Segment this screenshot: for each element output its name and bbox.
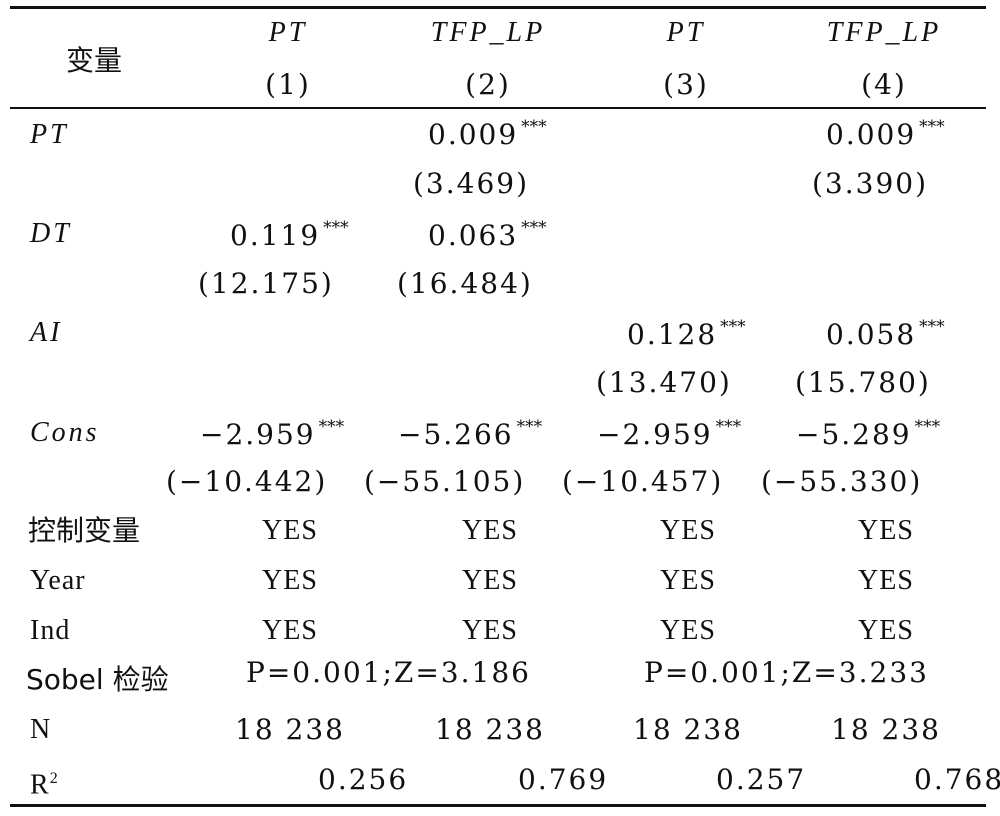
ai-coef-col3: 0.128 *** — [627, 317, 746, 351]
header-rule — [10, 107, 986, 109]
year-col2: YES — [462, 565, 518, 596]
ai-tstat-col3: (13.470) — [596, 366, 732, 399]
dt-coef-col2: 0.063 *** — [428, 218, 547, 252]
n-col3: 18 238 — [633, 713, 743, 746]
n-col1: 18 238 — [235, 713, 345, 746]
col1-number: (1) — [265, 68, 311, 101]
sobel-cols-1-2: P=0.001;Z=3.186 — [246, 656, 531, 689]
ind-col4: YES — [858, 615, 914, 646]
r2-col3: 0.257 — [716, 763, 807, 796]
year-col3: YES — [660, 565, 716, 596]
controls-col4: YES — [858, 515, 914, 546]
row-label-ai: AI — [30, 317, 63, 348]
controls-col3: YES — [660, 515, 716, 546]
cons-tstat-col4: (−55.330) — [761, 465, 923, 498]
col1-name: PT — [268, 17, 308, 48]
ai-coef-col4: 0.058 *** — [826, 317, 945, 351]
cons-coef-col4: −5.289 *** — [796, 417, 941, 451]
sobel-cols-3-4: P=0.001;Z=3.233 — [644, 656, 929, 689]
row-label-ind: Ind — [30, 615, 71, 646]
cons-coef-col1: −2.959 *** — [200, 417, 345, 451]
n-col4: 18 238 — [831, 713, 941, 746]
row-label-year: Year — [30, 565, 86, 596]
cons-tstat-col2: (−55.105) — [364, 465, 526, 498]
dt-tstat-col2: (16.484) — [397, 267, 533, 300]
bottom-rule — [10, 804, 986, 807]
row-label-dt: DT — [30, 218, 72, 249]
col4-name: TFP_LP — [826, 17, 942, 48]
col4-number: (4) — [861, 68, 907, 101]
cons-coef-col3: −2.959 *** — [597, 417, 742, 451]
cons-tstat-col3: (−10.457) — [562, 465, 724, 498]
ai-tstat-col4: (15.780) — [795, 366, 931, 399]
col2-name: TFP_LP — [430, 17, 546, 48]
ind-col3: YES — [660, 615, 716, 646]
cons-coef-col2: −5.266 *** — [398, 417, 543, 451]
top-rule — [10, 6, 986, 9]
ind-col2: YES — [462, 615, 518, 646]
variable-header: 变量 — [66, 44, 123, 77]
controls-col1: YES — [262, 515, 318, 546]
col3-name: PT — [666, 17, 706, 48]
year-col1: YES — [262, 565, 318, 596]
year-col4: YES — [858, 565, 914, 596]
row-label-sobel: Sobel 检验 — [26, 663, 169, 696]
row-label-controls: 控制变量 — [28, 514, 141, 547]
row-label-r2: R2 — [30, 769, 59, 801]
pt-tstat-col2: (3.469) — [413, 167, 530, 200]
dt-coef-col1: 0.119 *** — [230, 218, 349, 252]
col3-number: (3) — [663, 68, 709, 101]
pt-coef-col4: 0.009 *** — [826, 117, 945, 151]
col2-number: (2) — [465, 68, 511, 101]
r2-col1: 0.256 — [318, 763, 409, 796]
row-label-cons: Cons — [30, 417, 100, 448]
r2-col2: 0.769 — [518, 763, 609, 796]
controls-col2: YES — [462, 515, 518, 546]
pt-coef-col2: 0.009 *** — [428, 117, 547, 151]
row-label-n: N — [30, 714, 52, 745]
ind-col1: YES — [262, 615, 318, 646]
cons-tstat-col1: (−10.442) — [166, 465, 328, 498]
r2-col4: 0.768 — [914, 763, 1000, 796]
row-label-pt: PT — [30, 119, 69, 150]
pt-tstat-col4: (3.390) — [812, 167, 929, 200]
dt-tstat-col1: (12.175) — [198, 267, 334, 300]
n-col2: 18 238 — [435, 713, 545, 746]
